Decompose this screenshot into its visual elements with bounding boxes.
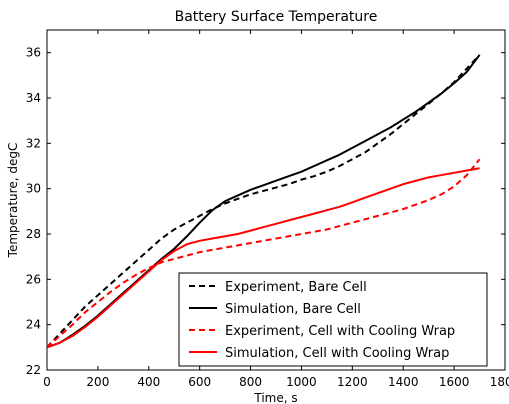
y-tick-label: 26 <box>26 272 41 286</box>
x-axis-label: Time, s <box>253 391 297 404</box>
legend-label-2: Simulation, Bare Cell <box>225 302 361 317</box>
legend-box <box>178 272 488 367</box>
x-tick-label: 200 <box>86 375 109 389</box>
series-line-4 <box>47 167 480 349</box>
series-line-3 <box>47 158 481 349</box>
x-tick-label: 1000 <box>286 375 317 389</box>
x-tick-label: 600 <box>188 375 211 389</box>
x-tick-label: 400 <box>137 375 160 389</box>
y-tick-label: 24 <box>26 318 41 332</box>
series-group <box>47 54 481 349</box>
tick-group: 0 200 400 600 800 1000 1200 1400 1600 1800 22 24 26 2… <box>26 30 509 389</box>
y-tick-label: 32 <box>26 136 41 150</box>
y-tick-label: 34 <box>26 91 41 105</box>
y-tick-label: 28 <box>26 227 41 241</box>
x-tick-label: 1800 <box>490 375 509 389</box>
x-tick-label: 800 <box>239 375 262 389</box>
legend-label-1: Experiment, Bare Cell <box>225 280 367 295</box>
x-tick-label: 1400 <box>388 375 419 389</box>
legend-label-4: Simulation, Cell with Cooling Wrap <box>225 346 449 361</box>
x-tick-label: 0 <box>43 375 51 389</box>
legend-label-3: Experiment, Cell with Cooling Wrap <box>225 324 455 339</box>
series-line-1 <box>47 54 481 349</box>
y-tick-label: 36 <box>26 46 41 60</box>
y-axis-label: Temperature, degC <box>6 143 20 259</box>
x-tick-label: 1600 <box>439 375 470 389</box>
y-tick-label: 30 <box>26 182 41 196</box>
x-tick-label: 1200 <box>337 375 368 389</box>
y-tick-label: 22 <box>26 363 41 377</box>
chart-title: Battery Surface Temperature <box>175 9 378 25</box>
legend: Experiment, Bare Cell Simulation, Bare Ce… <box>178 272 488 367</box>
